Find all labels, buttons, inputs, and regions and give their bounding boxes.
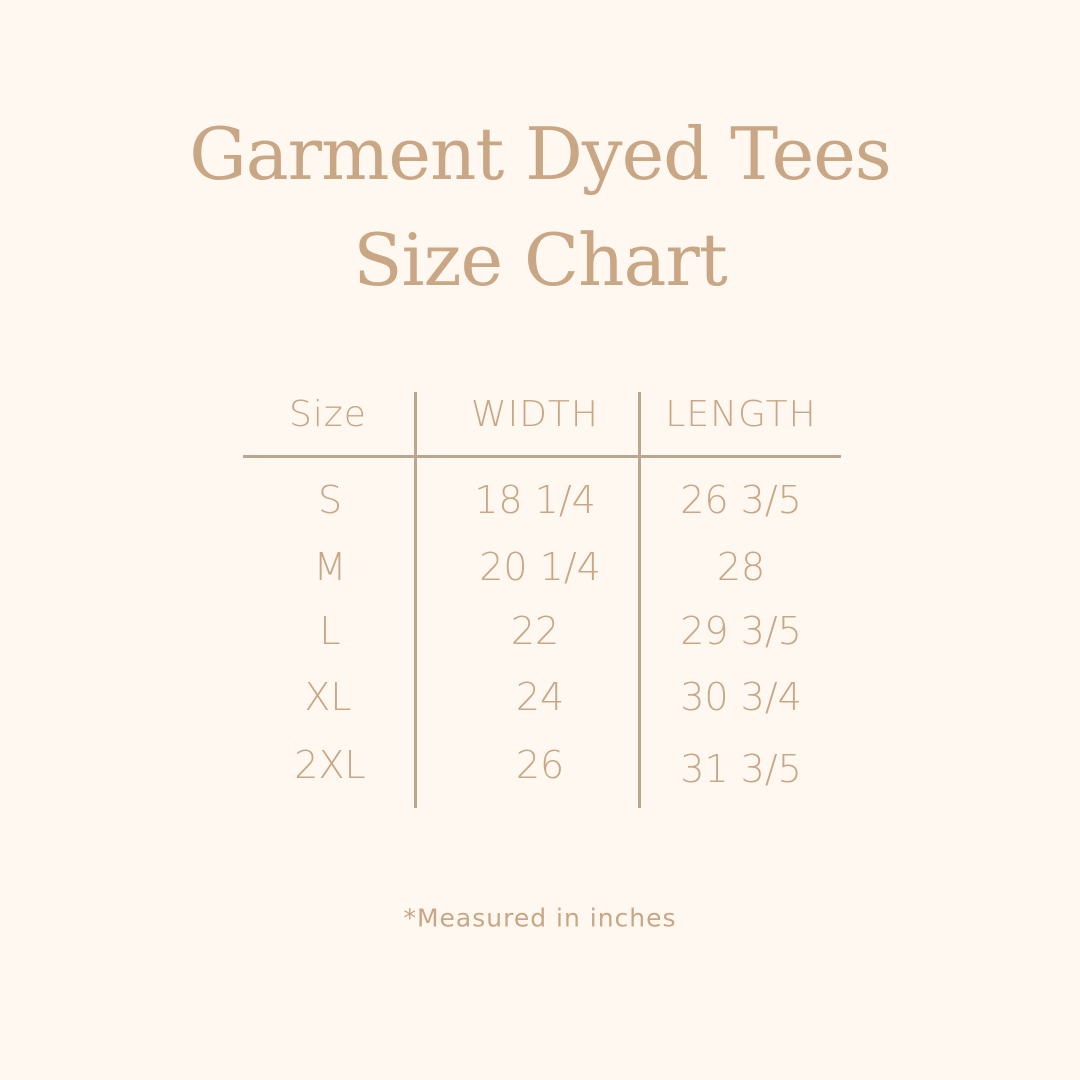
cell-size: XL (304, 675, 352, 719)
cell-width: 20 1/4 (479, 545, 601, 589)
title-line-2: Size Chart (353, 218, 728, 302)
cell-size: 2XL (294, 743, 366, 787)
cell-width: 24 (515, 675, 565, 719)
column-divider-2 (638, 392, 641, 808)
cell-length: 26 3/5 (680, 478, 802, 522)
cell-length: 29 3/5 (680, 609, 802, 653)
cell-size: L (319, 609, 341, 653)
cell-length: 28 (716, 545, 766, 589)
cell-length: 31 3/5 (680, 747, 802, 791)
cell-width: 22 (510, 609, 560, 653)
header-length: LENGTH (665, 394, 817, 435)
header-divider (243, 455, 841, 458)
cell-width: 26 (515, 743, 565, 787)
header-width: WIDTH (471, 394, 599, 435)
header-size: Size (289, 394, 367, 435)
cell-width: 18 1/4 (474, 478, 596, 522)
cell-length: 30 3/4 (680, 675, 802, 719)
cell-size: S (317, 478, 343, 522)
title-line-1: Garment Dyed Tees (189, 112, 892, 196)
cell-size: M (313, 545, 347, 589)
footnote: *Measured in inches (403, 903, 677, 933)
column-divider-1 (414, 392, 417, 808)
